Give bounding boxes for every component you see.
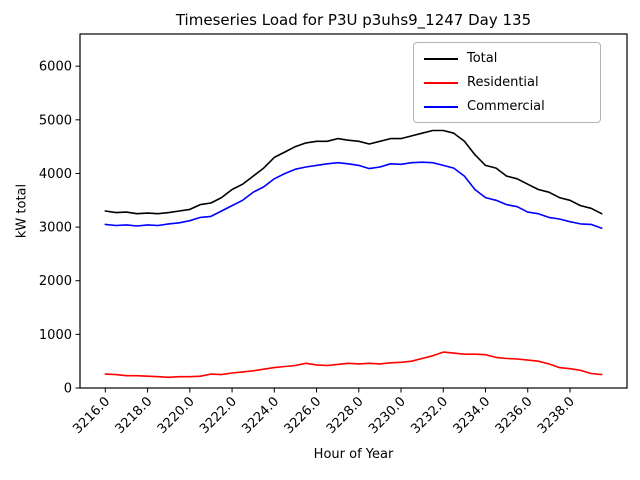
y-tick-label: 4000 [39,167,72,182]
legend-label: Commercial [467,99,545,114]
chart-title: Timeseries Load for P3U p3uhs9_1247 Day … [175,11,532,29]
y-tick-label: 5000 [39,113,72,128]
x-tick-label: 3218.0 [113,394,156,437]
y-tick-label: 3000 [39,221,72,236]
x-tick-label: 3222.0 [197,394,240,437]
x-axis-label: Hour of Year [313,447,394,462]
y-axis-label: kW total [14,183,30,239]
x-tick-label: 3224.0 [239,394,282,437]
series-line-residential [104,351,603,379]
y-tick-label: 6000 [39,60,72,75]
series-line-commercial [104,161,603,229]
x-tick-label: 3230.0 [366,394,409,437]
x-tick-label: 3216.0 [70,394,113,437]
legend-entry-total: Total [424,51,590,66]
legend-label: Total [467,51,498,66]
x-tick-label: 3236.0 [493,394,536,437]
legend-line-sample [424,81,458,84]
series-line-total [104,129,603,215]
legend-line-sample [424,105,458,108]
x-tick-label: 3228.0 [324,394,367,437]
legend-entry-commercial: Commercial [424,99,590,114]
y-tick-label: 0 [64,382,72,397]
legend-label: Residential [467,75,539,90]
y-tick-label: 1000 [39,328,72,343]
x-tick-label: 3234.0 [451,394,494,437]
legend: Total Residential Commercial [413,42,601,123]
legend-entry-residential: Residential [424,75,590,90]
legend-line-sample [424,57,458,60]
x-tick-label: 3238.0 [535,394,578,437]
y-tick-label: 2000 [39,274,72,289]
x-tick-label: 3226.0 [282,394,325,437]
x-tick-label: 3232.0 [408,394,451,437]
x-tick-label: 3220.0 [155,394,198,437]
axes-frame [79,33,628,389]
